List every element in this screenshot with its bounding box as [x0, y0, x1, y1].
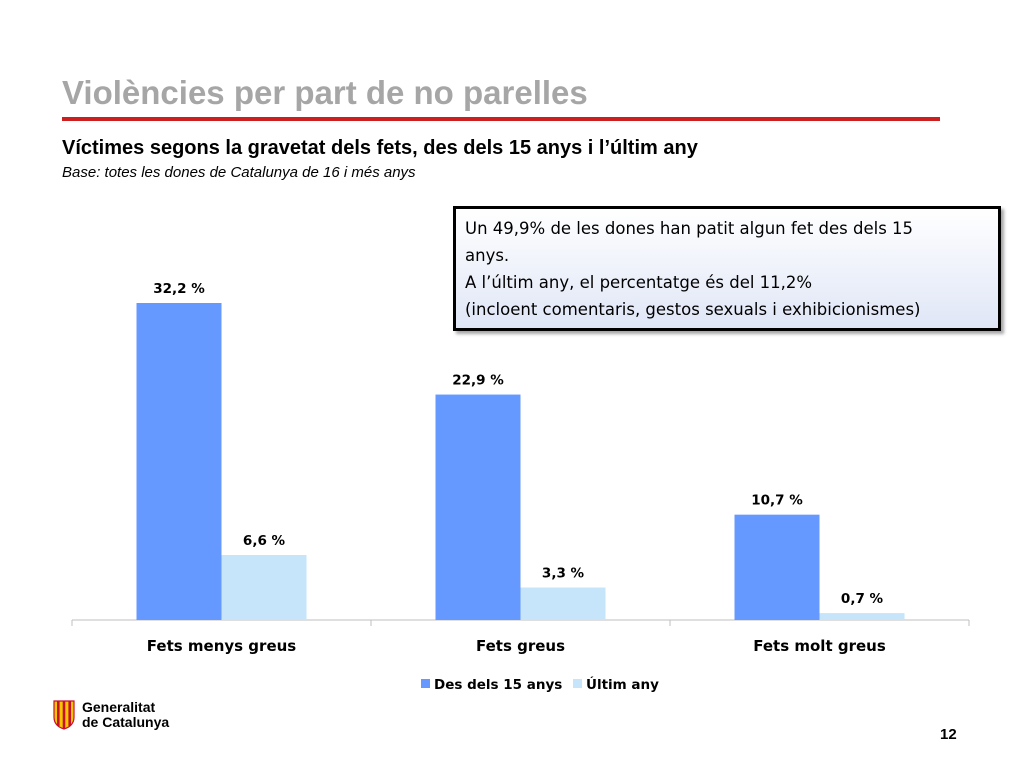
x-tick-label: Fets menys greus: [147, 637, 297, 655]
bar: [136, 303, 222, 620]
logo-line-1: Generalitat: [82, 699, 156, 715]
chart-base-note: Base: totes les dones de Catalunya de 16…: [62, 164, 416, 181]
data-label: 6,6 %: [243, 533, 286, 549]
callout-line: Un 49,9% de les dones han patit algun fe…: [465, 219, 914, 238]
bar: [819, 613, 905, 620]
data-label: 3,3 %: [542, 566, 585, 582]
legend-swatch: [573, 679, 582, 688]
bar: [435, 394, 521, 620]
chart-subtitle: Víctimes segons la gravetat dels fets, d…: [62, 137, 698, 159]
bar: [520, 587, 606, 620]
callout-line: A l’últim any, el percentatge és del 11,…: [465, 273, 813, 292]
bar: [734, 514, 820, 620]
logo-line-2: de Catalunya: [82, 714, 170, 730]
callout-line: anys.: [465, 246, 510, 265]
data-label: 32,2 %: [153, 281, 205, 297]
data-label: 22,9 %: [452, 373, 504, 389]
x-tick-label: Fets molt greus: [753, 637, 886, 655]
title-divider: [62, 117, 940, 121]
callout-box: Un 49,9% de les dones han patit algun fe…: [453, 206, 1001, 331]
data-label: 0,7 %: [841, 591, 884, 607]
callout-line: (incloent comentaris, gestos sexuals i e…: [465, 300, 921, 319]
legend-label: Últim any: [586, 675, 659, 693]
bar: [221, 555, 307, 620]
legend-swatch: [421, 679, 430, 688]
x-tick-label: Fets greus: [476, 637, 565, 655]
logo-text: Generalitat de Catalunya: [82, 700, 169, 730]
page-title: Violències per part de no parelles: [62, 74, 588, 111]
data-label: 10,7 %: [751, 493, 803, 509]
generalitat-logo-icon: [53, 700, 75, 730]
page-number: 12: [940, 726, 957, 743]
legend-label: Des dels 15 anys: [434, 677, 562, 693]
